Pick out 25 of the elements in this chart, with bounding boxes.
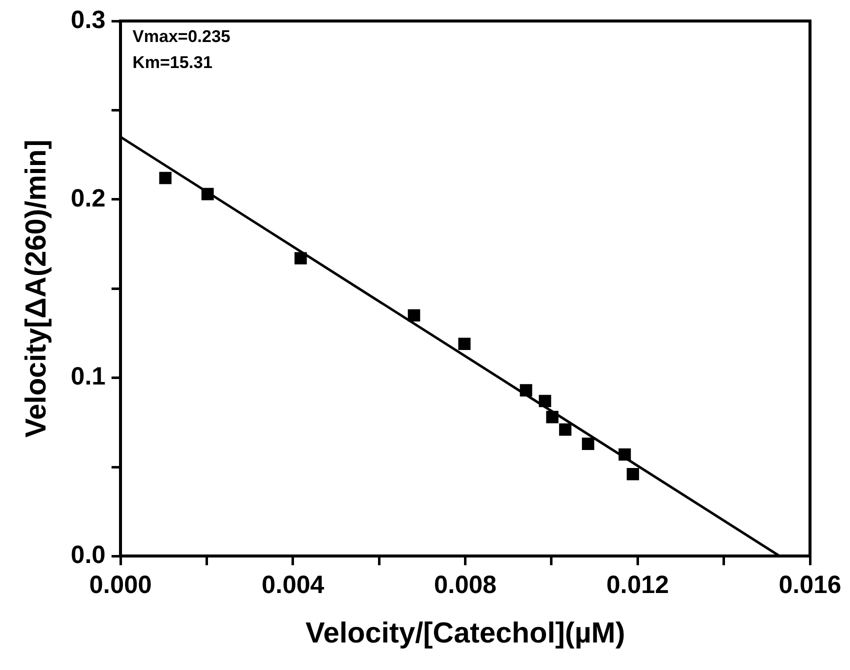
annotation: Km=15.31 — [132, 53, 212, 72]
y-axis-title: Velocity[ΔA(260)/min] — [20, 140, 52, 438]
point — [559, 423, 572, 436]
y-tick-label: 0.1 — [70, 362, 106, 391]
y-tick-label: 0.3 — [70, 6, 106, 34]
point — [546, 410, 558, 424]
point — [408, 309, 420, 322]
annotation: Vmax=0.235 — [132, 27, 230, 46]
point — [201, 188, 214, 200]
x-tick-label: 0.008 — [434, 571, 497, 600]
y-tick-label: 0.2 — [70, 184, 106, 212]
point — [626, 468, 640, 480]
x-tick-label: 0.012 — [606, 571, 669, 600]
x-tick-label: 0.000 — [89, 571, 152, 600]
point — [582, 438, 594, 450]
point — [458, 338, 471, 350]
point — [520, 384, 532, 396]
y-tick-label: 0.0 — [70, 541, 106, 570]
point — [294, 252, 307, 264]
x-tick-label: 0.004 — [262, 571, 324, 600]
x-axis-title: Velocity/[Catechol](µM) — [305, 618, 626, 650]
point — [618, 448, 631, 461]
x-tick-label: 0.016 — [778, 571, 842, 600]
point — [159, 172, 172, 184]
point — [538, 394, 552, 408]
